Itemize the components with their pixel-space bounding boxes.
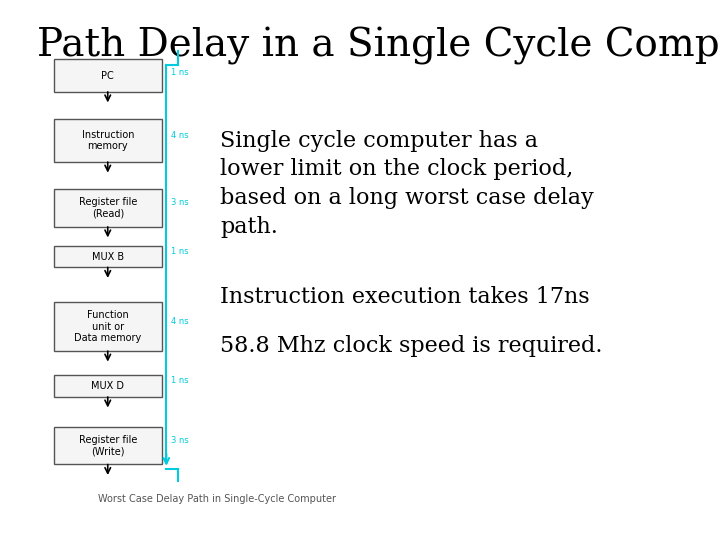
Text: MUX D: MUX D	[91, 381, 125, 391]
Text: 1 ns: 1 ns	[171, 69, 189, 77]
FancyBboxPatch shape	[54, 302, 161, 351]
FancyBboxPatch shape	[54, 375, 161, 397]
Text: Instruction execution takes 17ns: Instruction execution takes 17ns	[220, 286, 590, 308]
Text: Single cycle computer has a
lower limit on the clock period,
based on a long wor: Single cycle computer has a lower limit …	[220, 130, 594, 238]
FancyBboxPatch shape	[54, 119, 161, 162]
Text: 1 ns: 1 ns	[171, 247, 189, 255]
Text: 4 ns: 4 ns	[171, 317, 189, 326]
Text: Register file
(Read): Register file (Read)	[78, 197, 137, 219]
Text: Path Delay in a Single Cycle Computer: Path Delay in a Single Cycle Computer	[37, 27, 720, 65]
Text: 4 ns: 4 ns	[171, 131, 189, 139]
FancyBboxPatch shape	[54, 59, 161, 92]
FancyBboxPatch shape	[54, 246, 161, 267]
Text: Instruction
memory: Instruction memory	[81, 130, 134, 151]
Text: PC: PC	[102, 71, 114, 80]
Text: 58.8 Mhz clock speed is required.: 58.8 Mhz clock speed is required.	[220, 335, 603, 357]
Text: Function
unit or
Data memory: Function unit or Data memory	[74, 310, 141, 343]
Text: Worst Case Delay Path in Single-Cycle Computer: Worst Case Delay Path in Single-Cycle Co…	[99, 495, 336, 504]
Text: 1 ns: 1 ns	[171, 376, 189, 385]
Text: 3 ns: 3 ns	[171, 198, 189, 207]
Text: 3 ns: 3 ns	[171, 436, 189, 444]
Text: MUX B: MUX B	[91, 252, 124, 261]
FancyBboxPatch shape	[54, 427, 161, 464]
FancyBboxPatch shape	[54, 189, 161, 227]
Text: Register file
(Write): Register file (Write)	[78, 435, 137, 456]
